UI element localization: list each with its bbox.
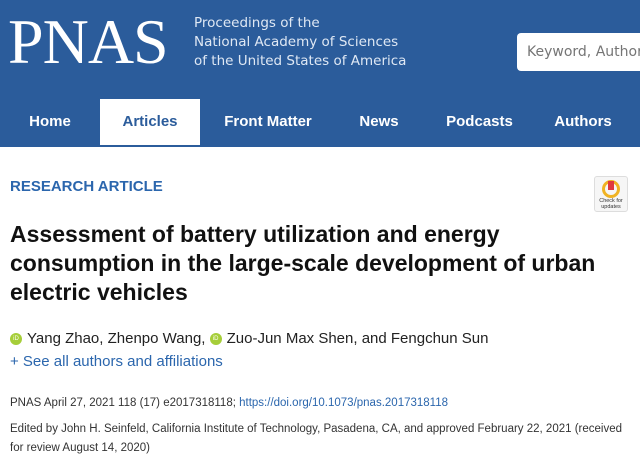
nav-news[interactable]: News	[359, 113, 399, 130]
nav-podcasts[interactable]: Podcasts	[446, 113, 513, 130]
tagline-line: National Academy of Sciences	[194, 34, 399, 50]
nav-front-matter[interactable]: Front Matter	[224, 113, 312, 130]
article-title: Assessment of battery utilization and en…	[10, 221, 596, 305]
author-names[interactable]: Zuo-Jun Max Shen, and Fengchun Sun	[226, 330, 489, 347]
citation: PNAS April 27, 2021 118 (17) e2017318118…	[10, 397, 448, 409]
search-input[interactable]	[517, 33, 640, 71]
orcid-icon[interactable]: iD	[209, 332, 222, 345]
author-names[interactable]: Yang Zhao, Zhenpo Wang,	[27, 330, 206, 347]
editor-note: Edited by John H. Seinfeld, California I…	[10, 423, 623, 454]
author-list: iD Yang Zhao, Zhenpo Wang, iD Zuo-Jun Ma…	[10, 330, 488, 347]
doi-link[interactable]: https://doi.org/10.1073/pnas.2017318118	[239, 397, 449, 409]
citation-text: PNAS April 27, 2021 118 (17) e2017318118…	[10, 397, 236, 409]
orcid-icon[interactable]: iD	[10, 332, 22, 345]
check-for-updates-button[interactable]: Check for updates	[594, 176, 628, 212]
main-nav: Home Articles Front Matter News Podcasts…	[0, 99, 629, 145]
article-type: RESEARCH ARTICLE	[10, 178, 163, 195]
pnas-logo[interactable]: PNAS	[8, 6, 169, 77]
tagline-line: Proceedings of the	[194, 15, 320, 31]
badge-text: Check for	[599, 198, 623, 204]
site-header: PNAS Proceedings of the National Academy…	[0, 0, 640, 146]
nav-home[interactable]: Home	[29, 113, 71, 130]
see-all-authors-link[interactable]: + See all authors and affiliations	[10, 353, 223, 370]
nav-divider	[0, 145, 640, 147]
badge-text: updates	[601, 204, 621, 210]
nav-articles[interactable]: Articles	[100, 99, 200, 145]
journal-tagline: Proceedings of the National Academy of S…	[194, 14, 406, 71]
crossmark-icon	[602, 180, 620, 198]
nav-authors[interactable]: Authors	[554, 113, 612, 130]
tagline-line: of the United States of America	[194, 53, 407, 69]
